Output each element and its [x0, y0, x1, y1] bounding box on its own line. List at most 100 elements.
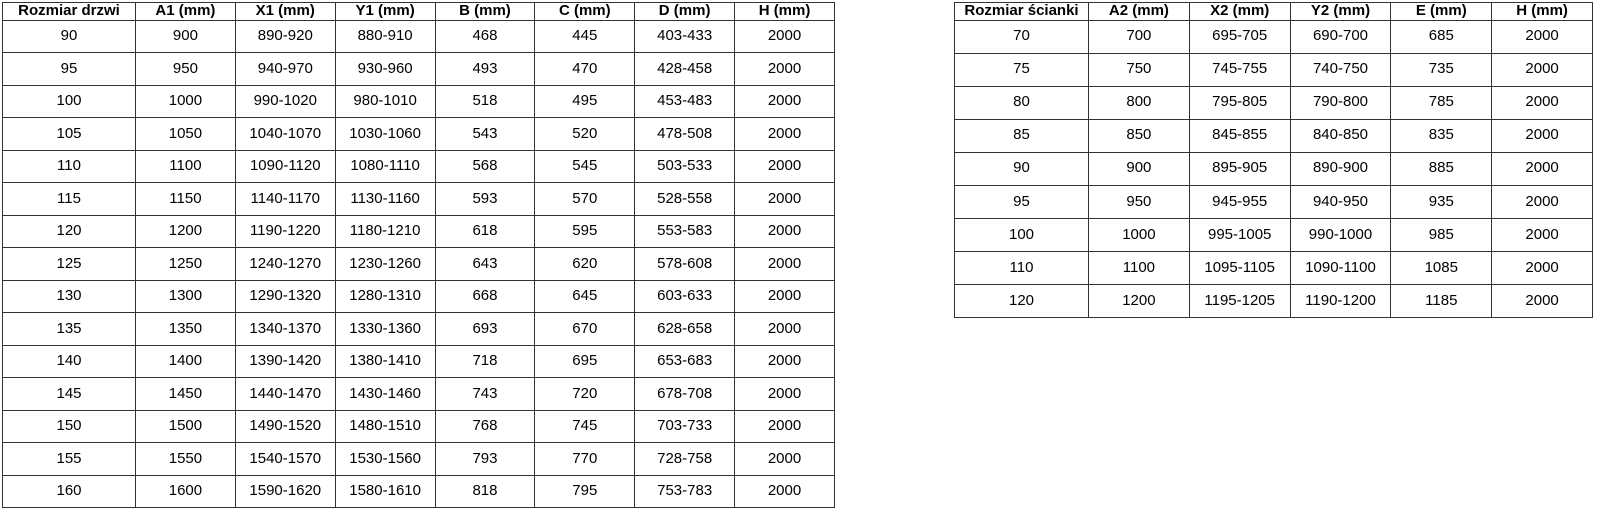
table-cell: 895-905 — [1188, 151, 1291, 186]
table-cell: 670 — [534, 312, 636, 346]
table-cell: 2000 — [734, 344, 835, 378]
table-cell: 850 — [1088, 118, 1190, 153]
table-cell: 2000 — [1491, 52, 1593, 87]
table-row: 100 1000 995-1005 990-1000 985 2000 — [954, 217, 1593, 252]
table-cell: 1580-1610 — [334, 474, 436, 508]
table-cell: 1100 — [135, 149, 236, 183]
table-cell: 2000 — [734, 247, 835, 281]
table-cell: 2000 — [734, 474, 835, 508]
table-cell: 1600 — [135, 474, 236, 508]
table-cell: 493 — [434, 52, 536, 86]
table-cell: 735 — [1390, 52, 1493, 87]
table-cell: 403-433 — [634, 19, 736, 53]
table-cell: 753-783 — [634, 474, 736, 508]
header-cell: A2 (mm) — [1088, 2, 1190, 21]
header-cell: Rozmiar ścianki — [954, 2, 1089, 21]
table-cell: 578-608 — [634, 247, 736, 281]
table-cell: 743 — [434, 377, 536, 411]
table-cell: 1390-1420 — [234, 344, 336, 378]
table-cell: 2000 — [1491, 19, 1593, 54]
table-cell: 845-855 — [1188, 118, 1291, 153]
table-cell: 1450 — [135, 377, 236, 411]
table-row: 70 700 695-705 690-700 685 2000 — [954, 19, 1593, 54]
table-cell: 793 — [434, 442, 536, 476]
table-cell: 770 — [534, 442, 636, 476]
table-cell: 1090-1100 — [1289, 250, 1392, 285]
table-cell: 145 — [2, 377, 136, 411]
table-cell: 693 — [434, 312, 536, 346]
table-row: 120 1200 1195-1205 1190-1200 1185 2000 — [954, 283, 1593, 319]
table-cell: 685 — [1390, 19, 1493, 54]
table-cell: 930-960 — [334, 52, 436, 86]
table-cell: 1350 — [135, 312, 236, 346]
table-cell: 110 — [954, 250, 1089, 285]
table-cell: 2000 — [734, 442, 835, 476]
table-cell: 528-558 — [634, 182, 736, 216]
table-cell: 160 — [2, 474, 136, 508]
table-cell: 1250 — [135, 247, 236, 281]
table-row: 160 1600 1590-1620 1580-1610 818 795 753-783 20… — [2, 474, 835, 508]
table-cell: 90 — [2, 19, 136, 53]
table-cell: 1230-1260 — [334, 247, 436, 281]
table-cell: 980-1010 — [334, 84, 436, 118]
table-cell: 900 — [1088, 151, 1190, 186]
table-row: 145 1450 1440-1470 1430-1460 743 720 678-708 20… — [2, 377, 835, 411]
table-cell: 2000 — [1491, 250, 1593, 285]
table-cell: 1190-1220 — [234, 214, 336, 248]
table-cell: 750 — [1088, 52, 1190, 87]
table-cell: 1300 — [135, 279, 236, 313]
table-row: 155 1550 1540-1570 1530-1560 793 770 728-758 20… — [2, 442, 835, 476]
table-cell: 995-1005 — [1188, 217, 1291, 252]
table-cell: 628-658 — [634, 312, 736, 346]
header-cell: X2 (mm) — [1188, 2, 1291, 21]
table-cell: 445 — [534, 19, 636, 53]
table-cell: 945-955 — [1188, 184, 1291, 219]
table-cell: 990-1000 — [1289, 217, 1392, 252]
table-cell: 110 — [2, 149, 136, 183]
table-cell: 495 — [534, 84, 636, 118]
table-cell: 120 — [2, 214, 136, 248]
table-cell: 785 — [1390, 85, 1493, 120]
table-row: 95 950 945-955 940-950 935 2000 — [954, 184, 1593, 219]
header-cell: H (mm) — [1491, 2, 1593, 21]
header-cell: C (mm) — [534, 2, 636, 21]
table-cell: 518 — [434, 84, 536, 118]
header-cell: H (mm) — [734, 2, 835, 21]
table-cell: 1240-1270 — [234, 247, 336, 281]
table-cell: 1000 — [135, 84, 236, 118]
table-cell: 95 — [2, 52, 136, 86]
table-cell: 690-700 — [1289, 19, 1392, 54]
table-cell: 800 — [1088, 85, 1190, 120]
table-cell: 880-910 — [334, 19, 436, 53]
table-cell: 950 — [1088, 184, 1190, 219]
table-cell: 2000 — [734, 214, 835, 248]
table-cell: 503-533 — [634, 149, 736, 183]
table-row: 125 1250 1240-1270 1230-1260 643 620 578-608 20… — [2, 247, 835, 281]
table-cell: 2000 — [1491, 118, 1593, 153]
table-cell: 940-970 — [234, 52, 336, 86]
table-cell: 140 — [2, 344, 136, 378]
table-cell: 1430-1460 — [334, 377, 436, 411]
header-cell: E (mm) — [1390, 2, 1493, 21]
door-table-body: 90 900 890-920 880-910 468 445 403-433 2000 95 95… — [2, 19, 835, 508]
table-cell: 553-583 — [634, 214, 736, 248]
table-cell: 150 — [2, 409, 136, 443]
header-cell: X1 (mm) — [234, 2, 336, 21]
table-cell: 1080-1110 — [334, 149, 436, 183]
table-cell: 593 — [434, 182, 536, 216]
table-cell: 700 — [1088, 19, 1190, 54]
table-row: 100 1000 990-1020 980-1010 518 495 453-483 2000 — [2, 84, 835, 118]
table-row: 140 1400 1390-1420 1380-1410 718 695 653-683 20… — [2, 344, 835, 378]
table-cell: 120 — [954, 283, 1089, 319]
table-cell: 1130-1160 — [334, 182, 436, 216]
table-row: 150 1500 1490-1520 1480-1510 768 745 703-733 20… — [2, 409, 835, 443]
table-row: 95 950 940-970 930-960 493 470 428-458 2000 — [2, 52, 835, 86]
table-cell: 1100 — [1088, 250, 1190, 285]
table-cell: 1540-1570 — [234, 442, 336, 476]
table-cell: 835 — [1390, 118, 1493, 153]
table-cell: 95 — [954, 184, 1089, 219]
table-cell: 990-1020 — [234, 84, 336, 118]
table-cell: 890-900 — [1289, 151, 1392, 186]
table-cell: 2000 — [734, 19, 835, 53]
